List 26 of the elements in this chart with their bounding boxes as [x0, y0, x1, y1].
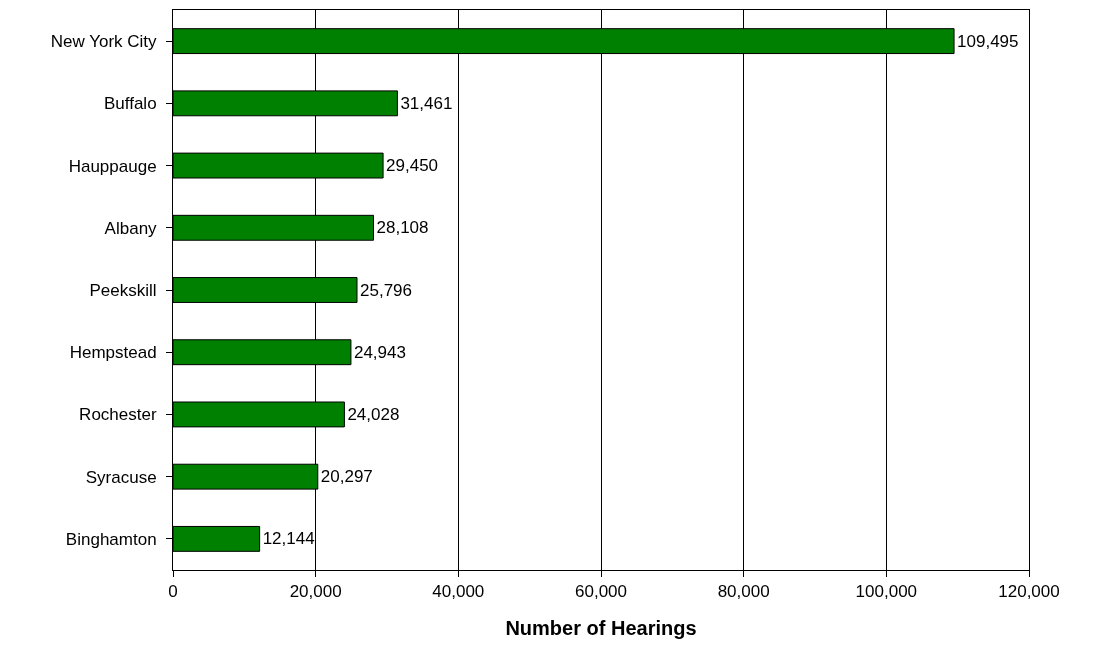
y-tick-label: Rochester — [79, 405, 157, 425]
y-tick-label: New York City — [50, 32, 158, 52]
x-tick-label: 40,000 — [432, 582, 485, 602]
data-label: 12,144 — [262, 529, 315, 549]
x-tick-label: 60,000 — [575, 582, 627, 602]
data-label: 28,108 — [376, 218, 429, 238]
y-tick-label: Albany — [104, 218, 158, 238]
x-tick-label: 0 — [168, 582, 178, 602]
data-label: 24,028 — [347, 404, 400, 424]
data-label: 24,943 — [353, 342, 406, 362]
y-tick-label: Peekskill — [89, 280, 157, 300]
data-label: 25,796 — [360, 280, 413, 300]
x-tick-label: 100,000 — [855, 582, 918, 602]
x-tick-label: 20,000 — [289, 582, 342, 602]
x-axis-title: Number of Hearings — [505, 616, 697, 639]
y-tick-label: Buffalo — [103, 94, 157, 114]
y-tick-label: Syracuse — [85, 467, 157, 487]
y-tick-label: Hauppauge — [68, 156, 157, 176]
y-tick-label: Hempstead — [69, 343, 157, 363]
y-tick-label: Binghamton — [65, 529, 157, 549]
data-label: 29,450 — [386, 156, 439, 176]
data-label: 109,495 — [957, 31, 1019, 51]
data-label: 20,297 — [320, 467, 373, 487]
x-tick-label: 80,000 — [717, 582, 770, 602]
x-tick-label: 120,000 — [998, 582, 1060, 602]
data-label: 31,461 — [400, 93, 453, 113]
